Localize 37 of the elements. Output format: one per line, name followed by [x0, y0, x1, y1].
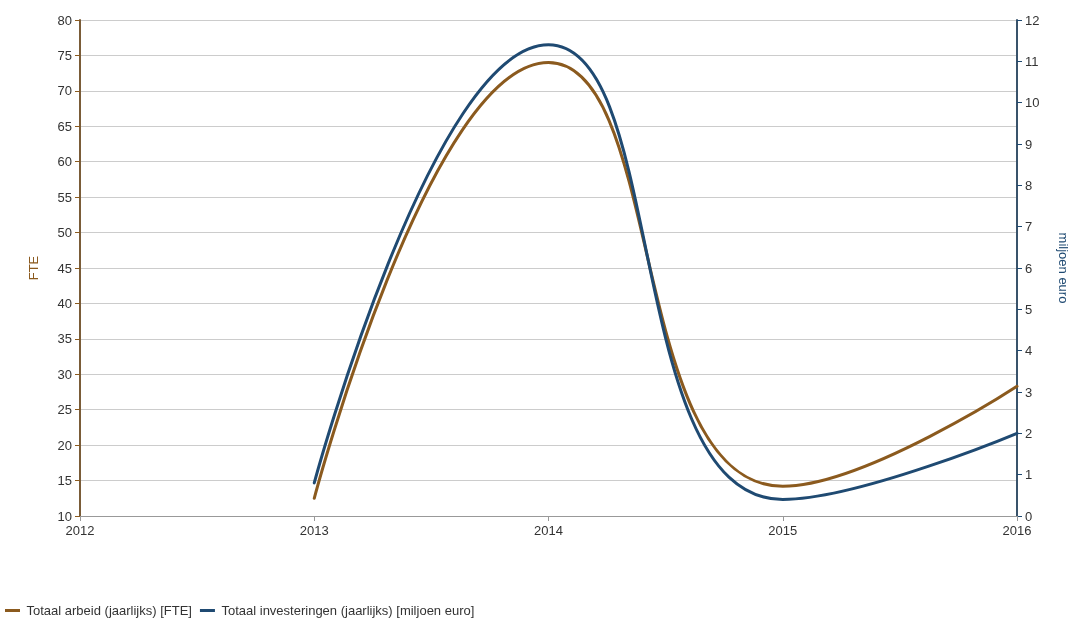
x-tick-label: 2013: [299, 523, 329, 538]
legend-label: Totaal investeringen (jaarlijks) [miljoen euro]: [221, 603, 475, 618]
y-tick-label: 35: [57, 331, 72, 347]
x-tick-label: 2014: [534, 523, 563, 538]
x-tick-label: 2015: [768, 523, 798, 538]
y-tick-label: 60: [57, 154, 72, 170]
y2-tick-label: 4: [1025, 343, 1033, 359]
x-tick-label: 2012: [65, 523, 95, 538]
y-tick-label: 55: [57, 189, 72, 205]
y2-tick-label: 12: [1025, 12, 1040, 28]
y2-tick-label: 11: [1025, 53, 1039, 69]
y-tick-label: 80: [57, 12, 72, 28]
y-tick-label: 25: [57, 402, 72, 418]
y-tick-label: 20: [57, 437, 72, 453]
y-tick-label: 65: [57, 118, 72, 134]
y2-tick-label: 9: [1025, 136, 1033, 152]
y2-tick-label: 10: [1025, 95, 1040, 111]
y2-axis-title: miljoen euro: [1056, 232, 1071, 304]
y2-tick-label: 2: [1025, 425, 1033, 441]
y2-tick-label: 8: [1025, 177, 1033, 193]
y2-tick-label: 1: [1025, 467, 1033, 483]
x-tick-label: 2016: [1002, 523, 1032, 538]
y-axis-title: FTE: [26, 255, 41, 281]
y-tick-label: 30: [57, 366, 72, 382]
y-tick-label: 50: [57, 225, 72, 241]
y2-tick-label: 7: [1025, 219, 1033, 235]
y2-tick-label: 5: [1025, 301, 1033, 317]
y-tick-label: 40: [57, 295, 72, 311]
y-tick-label: 10: [57, 508, 72, 524]
y2-tick-label: 0: [1025, 508, 1033, 524]
y2-tick-label: 3: [1025, 384, 1033, 400]
legend-label: Totaal arbeid (jaarlijks) [FTE]: [26, 603, 192, 618]
y-tick-label: 15: [57, 473, 72, 489]
y2-tick-label: 6: [1025, 260, 1033, 276]
y-tick-label: 45: [57, 260, 72, 276]
y-tick-label: 75: [57, 47, 72, 63]
y-tick-label: 70: [57, 83, 72, 99]
